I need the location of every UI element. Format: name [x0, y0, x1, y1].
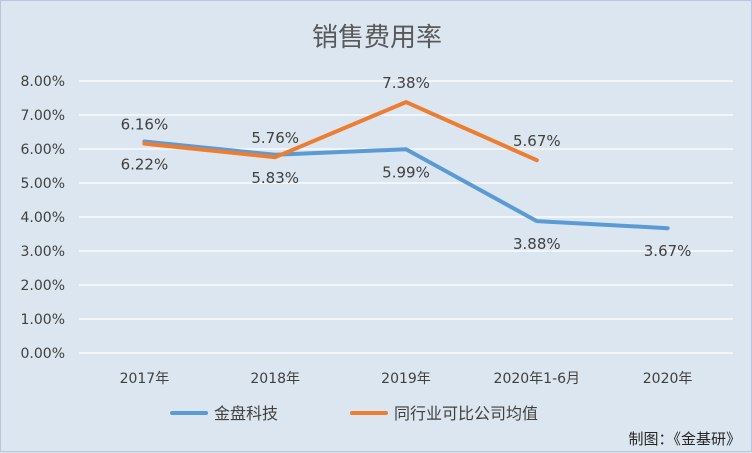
- y-tick-label: 3.00%: [21, 244, 65, 260]
- data-labels: 6.22% 5.83% 5.99% 3.88% 3.67% 6.16% 5.76% 7.38%…: [121, 74, 692, 260]
- x-tick-label: 2019年: [381, 371, 431, 387]
- data-label: 5.83%: [251, 169, 299, 187]
- data-label: 7.38%: [382, 74, 430, 92]
- y-tick-label: 5.00%: [21, 176, 65, 192]
- legend-label: 同行业可比公司均值: [394, 404, 538, 423]
- x-tick-label: 2017年: [120, 371, 170, 387]
- data-label: 6.16%: [121, 116, 169, 134]
- data-label: 5.67%: [513, 132, 561, 150]
- legend-label: 金盘科技: [214, 404, 278, 423]
- y-axis-tick-labels: 0.00% 1.00% 2.00% 3.00% 4.00% 5.00% 6.00% 7.00%…: [21, 74, 65, 362]
- chart-title: 销售费用率: [312, 23, 442, 53]
- x-tick-label: 2020年1-6月: [494, 371, 581, 387]
- chart-credit: 制图：《金基研》: [628, 430, 741, 448]
- gridlines: [79, 80, 733, 354]
- data-label: 3.67%: [644, 242, 692, 260]
- y-tick-label: 7.00%: [21, 108, 65, 124]
- y-tick-label: 6.00%: [21, 142, 65, 158]
- series-line-2: [142, 100, 539, 163]
- legend: 金盘科技 同行业可比公司均值: [170, 404, 538, 423]
- data-label: 5.99%: [382, 163, 430, 181]
- series-lines: [142, 100, 670, 231]
- y-tick-label: 8.00%: [21, 74, 65, 90]
- data-label: 6.22%: [121, 156, 169, 174]
- y-tick-label: 4.00%: [21, 210, 65, 226]
- x-tick-label: 2018年: [250, 371, 300, 387]
- x-tick-label: 2020年: [643, 371, 693, 387]
- data-label: 3.88%: [513, 235, 561, 253]
- x-axis-tick-labels: 2017年 2018年 2019年 2020年1-6月 2020年: [120, 371, 693, 387]
- y-tick-label: 1.00%: [21, 312, 65, 328]
- y-tick-label: 2.00%: [21, 278, 65, 294]
- series-line-1: [142, 139, 670, 231]
- data-label: 5.76%: [251, 129, 299, 147]
- y-tick-label: 0.00%: [21, 346, 65, 362]
